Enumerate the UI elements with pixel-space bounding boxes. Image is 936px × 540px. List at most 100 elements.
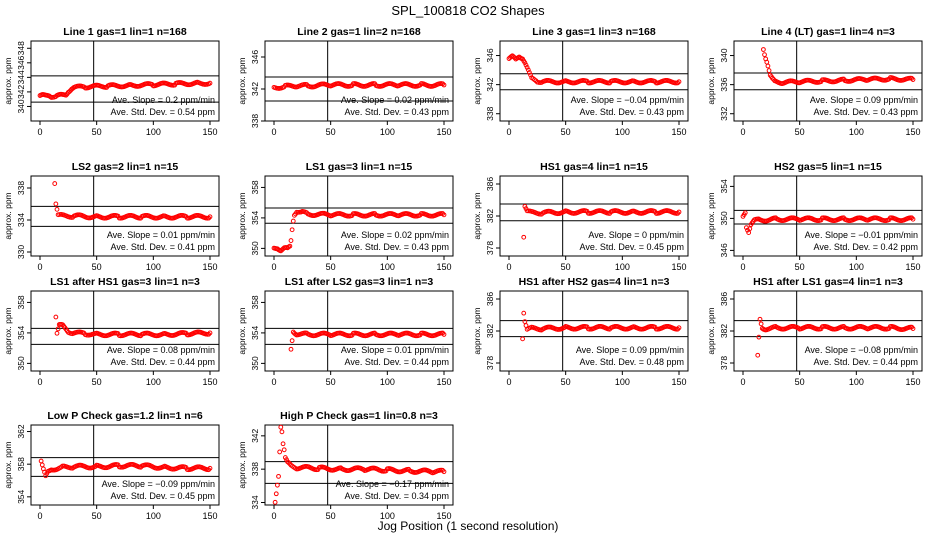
x-tick-label: 0	[506, 377, 511, 387]
y-tick-label: 354	[250, 326, 260, 340]
data-point	[441, 82, 447, 88]
plot-frame	[264, 175, 454, 257]
data-point	[272, 499, 278, 505]
panel-title: Line 2 gas=1 lin=2 n=168	[297, 26, 421, 38]
data-point	[280, 441, 286, 447]
y-tick-label: 338	[485, 106, 495, 120]
data-point	[521, 310, 527, 316]
slope-annotation: Ave. Slope = 0.2 ppm/min	[112, 95, 215, 105]
data-point	[441, 212, 447, 218]
y-tick-label: 386	[485, 292, 495, 306]
x-tick-label: 0	[740, 127, 745, 137]
data-point	[523, 62, 529, 68]
x-tick-label: 0	[271, 511, 276, 521]
y-tick-label: 338	[16, 181, 26, 195]
data-point	[521, 234, 527, 240]
plot-frame	[264, 40, 454, 122]
x-tick-label: 100	[146, 511, 161, 521]
y-tick-label: 358	[250, 180, 260, 194]
data-point	[761, 47, 766, 52]
x-tick-label: 100	[849, 262, 864, 272]
data-point	[524, 64, 530, 70]
y-axis-label: approx. ppm	[3, 307, 13, 354]
panel-5: LS2 gas=2 lin=1 n=15 0 50 100 150 330 334 338ap…	[3, 161, 220, 272]
data-point	[53, 314, 59, 320]
y-axis-label: approx. ppm	[237, 57, 247, 104]
x-tick-label: 150	[436, 262, 451, 272]
x-tick-label: 0	[271, 127, 276, 137]
y-axis-label: approx. ppm	[472, 57, 482, 104]
data-point	[520, 336, 525, 342]
data-point	[289, 338, 295, 344]
y-tick-label: 330	[16, 245, 26, 259]
x-tick-label: 150	[905, 377, 920, 387]
data-point	[43, 473, 49, 479]
y-axis-label: approx. ppm	[237, 441, 247, 488]
y-tick-label: 344	[16, 70, 26, 84]
x-tick-label: 50	[795, 262, 805, 272]
y-tick-label: 346	[485, 48, 495, 62]
y-tick-label: 386	[719, 292, 729, 306]
y-axis-label: approx. ppm	[3, 57, 13, 104]
slope-annotation: Ave. Slope = 0.01 ppm/min	[107, 230, 215, 240]
x-tick-label: 50	[326, 377, 336, 387]
std-annotation: Ave. Std. Dev. = 0.34 ppm	[345, 491, 449, 501]
slope-annotation: Ave. Slope = −0.17 ppm/min	[336, 479, 449, 489]
std-annotation: Ave. Std. Dev. = 0.48 ppm	[580, 357, 684, 367]
y-tick-label: 346	[16, 55, 26, 69]
y-tick-label: 334	[250, 495, 260, 509]
panel-2: Line 2 gas=1 lin=2 n=168 0 50 100 150 338 342 3…	[237, 26, 454, 137]
data-point	[755, 352, 761, 358]
data-point	[910, 216, 916, 222]
x-tick-label: 50	[92, 127, 102, 137]
y-tick-label: 342	[485, 77, 495, 91]
y-tick-label: 346	[250, 50, 260, 64]
x-tick-label: 150	[905, 127, 920, 137]
panel-title: Line 4 (LT) gas=1 lin=4 n=3	[761, 26, 895, 38]
data-point	[910, 326, 916, 332]
panel-12: HS1 after LS1 gas=4 lin=1 n=3 0 50 100 150 37…	[706, 276, 923, 387]
panel-7: HS1 gas=4 lin=1 n=15 0 50 100 150 378 382 386ap…	[472, 161, 689, 272]
data-point	[742, 210, 748, 216]
data-point	[524, 208, 530, 214]
y-tick-label: 354	[16, 326, 26, 340]
x-tick-label: 0	[506, 127, 511, 137]
panel-title: HS2 gas=5 lin=1 n=15	[774, 161, 882, 173]
data-point	[525, 67, 531, 73]
slope-annotation: Ave. Slope = −0.08 ppm/min	[805, 345, 918, 355]
plot-frame	[499, 40, 689, 122]
x-tick-label: 0	[37, 377, 42, 387]
panel-6: LS1 gas=3 lin=1 n=15 0 50 100 150 350 354 358ap…	[237, 161, 454, 272]
y-tick-label: 362	[16, 424, 26, 438]
plot-frame	[30, 424, 220, 506]
x-tick-label: 100	[146, 262, 161, 272]
panel-title: Low P Check gas=1.2 lin=1 n=6	[47, 410, 202, 422]
y-tick-label: 338	[250, 114, 260, 128]
y-tick-label: 386	[485, 177, 495, 191]
data-point	[762, 52, 767, 58]
data-point	[910, 77, 916, 82]
std-annotation: Ave. Std. Dev. = 0.44 ppm	[345, 357, 449, 367]
panel-title: LS1 after HS1 gas=3 lin=1 n=3	[50, 276, 200, 288]
plot-frame	[264, 424, 454, 506]
y-tick-label: 350	[16, 356, 26, 370]
y-tick-label: 346	[719, 243, 729, 257]
y-tick-label: 350	[250, 241, 260, 255]
x-tick-label: 50	[561, 262, 571, 272]
data-point	[207, 214, 213, 220]
panel-4: Line 4 (LT) gas=1 lin=4 n=3 0 50 100 150 332 3…	[706, 26, 923, 137]
y-tick-label: 350	[719, 211, 729, 225]
panel-13: Low P Check gas=1.2 lin=1 n=6 0 50 100 150 35…	[3, 410, 220, 521]
y-tick-label: 350	[250, 356, 260, 370]
y-tick-label: 348	[16, 41, 26, 55]
panel-title: HS1 after LS1 gas=4 lin=1 n=3	[753, 276, 903, 288]
y-axis-label: approx. ppm	[472, 307, 482, 354]
y-tick-label: 354	[16, 489, 26, 503]
x-tick-label: 50	[795, 127, 805, 137]
y-tick-label: 354	[250, 211, 260, 225]
data-point	[281, 447, 287, 453]
panel-title: LS1 gas=3 lin=1 n=15	[306, 161, 413, 173]
x-tick-label: 0	[37, 127, 42, 137]
x-tick-label: 0	[271, 377, 276, 387]
